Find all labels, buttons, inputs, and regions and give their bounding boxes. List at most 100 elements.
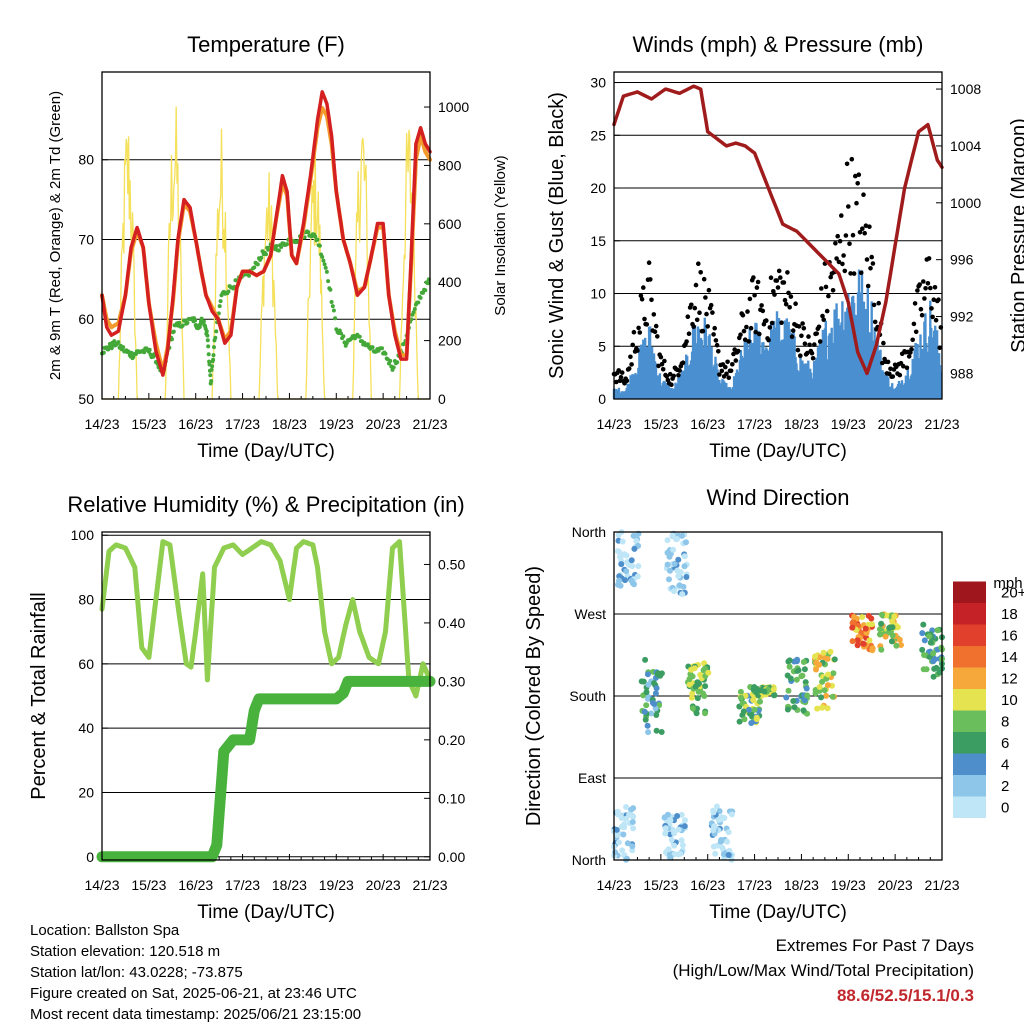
- humidity-ytick-label-right: 0.20: [438, 732, 465, 748]
- wind-direction-point: [818, 694, 825, 701]
- wind-gust-point: [704, 311, 709, 317]
- wind-direction-point: [750, 697, 757, 703]
- dewpoint-point: [199, 316, 204, 321]
- dewpoint-point: [321, 258, 326, 263]
- wind-gust-point: [917, 282, 922, 287]
- wind-gust-point: [929, 306, 934, 311]
- temperature-ytick-label-right: 1000: [438, 99, 469, 115]
- wind-gust-point: [766, 337, 771, 343]
- wind-gust-point: [828, 274, 833, 280]
- temperature-ylabel-left: 2m & 9m T (Red, Orange) & 2m Td (Green): [47, 91, 64, 380]
- wind-direction-point: [617, 582, 624, 589]
- wind-gust-point: [644, 322, 650, 327]
- humidity-xtick-label: 15/23: [131, 877, 166, 893]
- temperature-xtick-label: 15/23: [131, 416, 166, 432]
- wind-gust-point: [776, 268, 782, 274]
- wind-gust-point: [783, 301, 789, 307]
- dewpoint-point: [209, 367, 214, 372]
- wind-gust-point: [696, 261, 701, 267]
- winds-panel: Winds (mph) & Pressure (mb) Time (Day/UTC…: [546, 32, 1024, 462]
- wind-gust-point: [658, 354, 664, 360]
- dewpoint-point: [279, 245, 284, 249]
- wind-direction-point: [795, 667, 802, 674]
- pressure-series: [612, 84, 944, 376]
- wind-direction-point: [629, 819, 636, 825]
- winds-ytick-label-left: 0: [598, 391, 606, 407]
- wind-gust-point: [738, 332, 743, 338]
- wind-gust-point: [867, 224, 872, 229]
- wind-gust-point: [735, 348, 741, 354]
- winds-ytick-label-left: 5: [598, 338, 606, 354]
- wind-direction-point: [612, 849, 619, 856]
- wind-direction-point: [824, 655, 831, 662]
- dewpoint-point: [370, 345, 375, 350]
- wind-direction-point: [923, 666, 930, 673]
- wind-gust-point: [862, 230, 867, 236]
- dewpoint-point: [317, 243, 322, 248]
- humidity-plot-frame: [101, 531, 431, 861]
- wind-gust-point: [617, 378, 623, 384]
- colorbar-swatch: [953, 796, 986, 818]
- dewpoint-point: [226, 289, 231, 294]
- wind-direction-point: [725, 852, 732, 858]
- wind-direction-point: [644, 671, 651, 678]
- wind-direction-point: [643, 689, 650, 696]
- wind-direction-point: [783, 694, 790, 701]
- dewpoint-point: [412, 307, 417, 311]
- wind-gust-point: [744, 324, 749, 330]
- wind-direction-point: [616, 549, 623, 556]
- dewpoint-point: [147, 347, 152, 352]
- wind-direction-point: [679, 591, 686, 598]
- wind-direction-point: [654, 671, 661, 678]
- wind-gust-point: [872, 319, 878, 325]
- wind-direction-point: [695, 688, 702, 695]
- wind-gust-point: [807, 342, 812, 348]
- colorbar-label: 8: [1001, 713, 1009, 730]
- wind-gust-point: [775, 285, 781, 290]
- wind-gust-point: [790, 328, 796, 333]
- direction-panel: Wind Direction Time (Day/UTC) Direction (C…: [523, 485, 1024, 923]
- wind-direction-point: [859, 614, 866, 620]
- wind-gust-point: [871, 302, 877, 308]
- wind-gust-point: [933, 317, 939, 323]
- dewpoint-point: [357, 334, 362, 339]
- wind-gust-point: [881, 340, 886, 346]
- temperature-plot-frame: [101, 71, 431, 400]
- winds-title: Winds (mph) & Pressure (mb): [633, 32, 924, 57]
- wind-direction-point: [930, 673, 937, 680]
- dewpoint-point: [328, 287, 333, 292]
- colorbar-swatch: [953, 753, 986, 775]
- colorbar-label: 10: [1001, 692, 1018, 709]
- dewpoint-point: [204, 329, 209, 334]
- wind-gust-point: [781, 280, 787, 285]
- dewpoint-point: [391, 365, 396, 370]
- humidity-ytick-label-left: 80: [78, 592, 94, 608]
- dewpoint-point: [315, 237, 320, 242]
- wind-direction-point: [882, 633, 889, 640]
- wind-gust-point: [779, 320, 784, 326]
- humidity-xtick-label: 21/23: [412, 877, 447, 893]
- wind-gust-point: [745, 309, 750, 314]
- direction-xtick-label: 20/23: [878, 877, 913, 893]
- wind-gust-point: [676, 373, 681, 378]
- wind-direction-point: [645, 729, 652, 736]
- dewpoint-point: [425, 281, 430, 286]
- temperature-title: Temperature (F): [187, 32, 345, 57]
- humidity-title: Relative Humidity (%) & Precipitation (i…: [67, 492, 464, 517]
- dewpoint-point: [247, 273, 251, 278]
- colorbar-swatch: [953, 667, 986, 689]
- wind-direction-point: [683, 539, 689, 546]
- dewpoint-point: [116, 340, 121, 345]
- wind-direction-point: [626, 811, 633, 818]
- wind-direction-point: [869, 647, 876, 654]
- wind-direction-point: [630, 532, 637, 539]
- winds-ytick-label-left: 30: [590, 75, 606, 91]
- wind-direction-point: [671, 588, 677, 595]
- wind-gust-point: [630, 342, 635, 348]
- wind-direction-point: [671, 560, 678, 567]
- winds-ytick-label-left: 25: [590, 127, 606, 143]
- wind-gust-point: [629, 362, 634, 367]
- wind-gust-point: [860, 226, 865, 231]
- temperature-ytick-label-right: 600: [438, 216, 462, 232]
- wind-direction-point: [803, 685, 810, 692]
